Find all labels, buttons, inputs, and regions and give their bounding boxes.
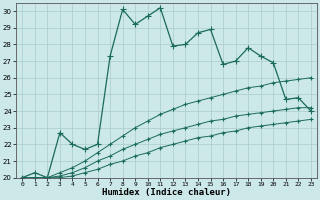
X-axis label: Humidex (Indice chaleur): Humidex (Indice chaleur) (102, 188, 231, 197)
